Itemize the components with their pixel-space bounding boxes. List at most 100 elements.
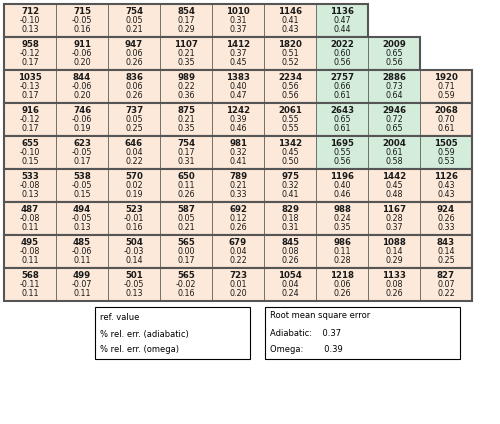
Bar bbox=[4, 103, 472, 136]
Text: 875: 875 bbox=[177, 106, 195, 115]
Text: 523: 523 bbox=[125, 205, 143, 214]
Bar bbox=[264, 268, 316, 301]
Text: 0.17: 0.17 bbox=[177, 16, 195, 25]
Text: 1196: 1196 bbox=[330, 172, 354, 181]
Bar bbox=[212, 37, 264, 70]
Bar bbox=[56, 136, 108, 169]
Text: -0.05: -0.05 bbox=[72, 16, 92, 25]
Text: 0.01: 0.01 bbox=[229, 280, 247, 289]
Bar bbox=[95, 307, 250, 359]
Text: 1136: 1136 bbox=[330, 7, 354, 16]
Text: 568: 568 bbox=[21, 271, 39, 280]
Text: -0.12: -0.12 bbox=[20, 49, 40, 58]
Bar bbox=[108, 136, 160, 169]
Text: -0.11: -0.11 bbox=[20, 280, 40, 289]
Bar bbox=[108, 70, 160, 103]
Text: 0.06: 0.06 bbox=[125, 82, 143, 91]
Bar bbox=[316, 169, 368, 202]
Text: 0.17: 0.17 bbox=[73, 157, 91, 166]
Text: 0.11: 0.11 bbox=[21, 223, 39, 232]
Text: 0.25: 0.25 bbox=[125, 124, 143, 133]
Text: 0.37: 0.37 bbox=[229, 25, 247, 34]
Text: 1442: 1442 bbox=[382, 172, 406, 181]
Bar bbox=[4, 202, 472, 235]
Text: 2234: 2234 bbox=[278, 73, 302, 82]
Text: Omega:        0.39: Omega: 0.39 bbox=[270, 346, 343, 354]
Text: 0.16: 0.16 bbox=[125, 223, 143, 232]
Text: 0.31: 0.31 bbox=[229, 16, 247, 25]
Bar bbox=[316, 136, 368, 169]
Text: 0.11: 0.11 bbox=[21, 289, 39, 298]
Bar bbox=[4, 169, 56, 202]
Text: 0.16: 0.16 bbox=[73, 25, 91, 34]
Text: 0.17: 0.17 bbox=[177, 256, 195, 265]
Text: 0.21: 0.21 bbox=[229, 181, 247, 190]
Text: 0.11: 0.11 bbox=[177, 181, 195, 190]
Text: 692: 692 bbox=[229, 205, 247, 214]
Bar bbox=[56, 37, 108, 70]
Text: 0.35: 0.35 bbox=[177, 58, 195, 67]
Text: 0.21: 0.21 bbox=[125, 25, 143, 34]
Text: 504: 504 bbox=[125, 238, 143, 247]
Text: 646: 646 bbox=[125, 139, 143, 148]
Text: 2022: 2022 bbox=[330, 40, 354, 49]
Text: 0.24: 0.24 bbox=[281, 289, 299, 298]
Text: 2886: 2886 bbox=[382, 73, 406, 82]
Text: -0.02: -0.02 bbox=[176, 280, 196, 289]
Bar bbox=[368, 169, 420, 202]
Text: 0.22: 0.22 bbox=[229, 256, 247, 265]
Bar bbox=[264, 70, 316, 103]
Bar bbox=[264, 103, 316, 136]
Bar bbox=[368, 103, 420, 136]
Bar bbox=[4, 169, 472, 202]
Text: 0.51: 0.51 bbox=[281, 49, 299, 58]
Text: 1505: 1505 bbox=[434, 139, 458, 148]
Text: 565: 565 bbox=[177, 238, 195, 247]
Bar bbox=[368, 268, 420, 301]
Text: 1054: 1054 bbox=[278, 271, 302, 280]
Text: 958: 958 bbox=[21, 40, 39, 49]
Text: 0.19: 0.19 bbox=[125, 190, 143, 199]
Text: 0.65: 0.65 bbox=[385, 124, 403, 133]
Text: 836: 836 bbox=[125, 73, 143, 82]
Text: 0.41: 0.41 bbox=[229, 157, 247, 166]
Text: 0.48: 0.48 bbox=[385, 190, 403, 199]
Text: -0.06: -0.06 bbox=[72, 82, 92, 91]
Text: 0.11: 0.11 bbox=[21, 256, 39, 265]
Text: 0.53: 0.53 bbox=[437, 157, 455, 166]
Text: 0.04: 0.04 bbox=[229, 247, 247, 256]
Text: 0.14: 0.14 bbox=[437, 247, 455, 256]
Bar bbox=[264, 136, 316, 169]
Text: -0.10: -0.10 bbox=[20, 16, 40, 25]
Bar bbox=[212, 70, 264, 103]
Bar bbox=[4, 202, 56, 235]
Text: 2009: 2009 bbox=[382, 40, 406, 49]
Text: -0.05: -0.05 bbox=[72, 181, 92, 190]
Bar bbox=[108, 4, 160, 37]
Text: 1242: 1242 bbox=[226, 106, 250, 115]
Bar bbox=[56, 103, 108, 136]
Text: 2757: 2757 bbox=[330, 73, 354, 82]
Bar bbox=[420, 268, 472, 301]
Text: 0.58: 0.58 bbox=[385, 157, 403, 166]
Text: 0.46: 0.46 bbox=[229, 124, 247, 133]
Text: -0.06: -0.06 bbox=[72, 49, 92, 58]
Text: 533: 533 bbox=[21, 172, 39, 181]
Bar bbox=[108, 202, 160, 235]
Text: % rel. err. (omega): % rel. err. (omega) bbox=[100, 346, 179, 354]
Text: 0.11: 0.11 bbox=[73, 289, 91, 298]
Text: 0.60: 0.60 bbox=[333, 49, 351, 58]
Text: 916: 916 bbox=[21, 106, 39, 115]
Text: 0.26: 0.26 bbox=[177, 190, 195, 199]
Bar bbox=[108, 37, 160, 70]
Text: 0.64: 0.64 bbox=[385, 91, 403, 100]
Text: 0.33: 0.33 bbox=[437, 223, 455, 232]
Bar bbox=[265, 307, 460, 359]
Text: 0.05: 0.05 bbox=[177, 214, 195, 223]
Text: 0.08: 0.08 bbox=[385, 280, 403, 289]
Bar bbox=[420, 202, 472, 235]
Bar bbox=[420, 169, 472, 202]
Text: 0.12: 0.12 bbox=[229, 214, 247, 223]
Text: 0.28: 0.28 bbox=[333, 256, 351, 265]
Text: 0.26: 0.26 bbox=[333, 289, 351, 298]
